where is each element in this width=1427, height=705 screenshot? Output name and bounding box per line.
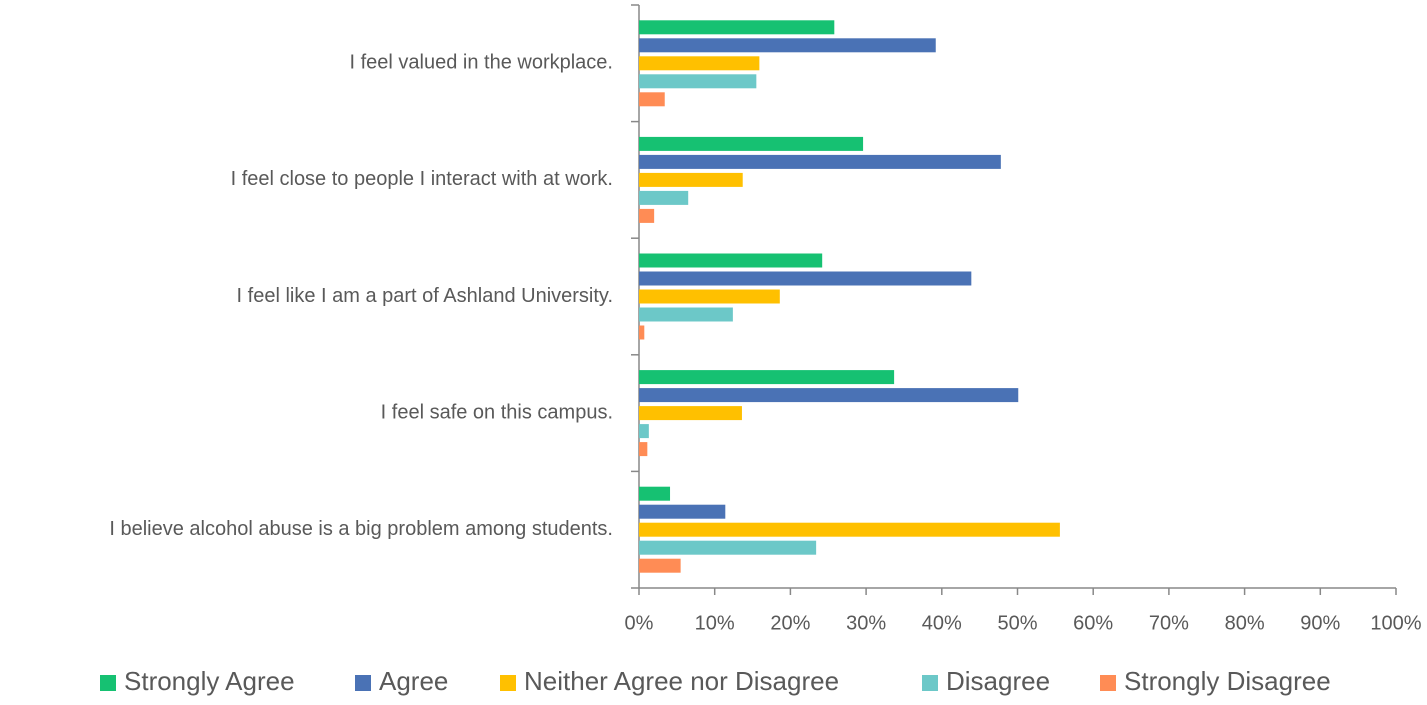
x-tick-label: 70% — [1149, 612, 1189, 634]
y-tick-label: I feel like I am a part of Ashland Unive… — [237, 285, 613, 307]
bar — [639, 172, 743, 187]
bar — [639, 504, 726, 519]
bar — [639, 486, 671, 501]
bar — [639, 74, 757, 89]
bar — [639, 558, 681, 573]
bar — [639, 442, 648, 457]
bar — [639, 56, 760, 71]
x-tick-label: 30% — [846, 612, 886, 634]
bar — [639, 20, 835, 35]
bar — [639, 540, 817, 555]
y-tick-label: I feel close to people I interact with a… — [231, 168, 613, 190]
bar — [639, 208, 655, 223]
legend-swatch — [500, 675, 516, 691]
legend-label: Strongly Disagree — [1124, 666, 1331, 696]
bar — [639, 38, 936, 53]
x-tick-label: 50% — [997, 612, 1037, 634]
x-tick-label: 90% — [1300, 612, 1340, 634]
x-tick-label: 60% — [1073, 612, 1113, 634]
legend-swatch — [922, 675, 938, 691]
bar — [639, 325, 645, 340]
x-tick-label: 20% — [770, 612, 810, 634]
bar — [639, 388, 1019, 403]
bar — [639, 307, 733, 322]
bar — [639, 271, 972, 286]
bar — [639, 190, 689, 205]
bar — [639, 522, 1060, 537]
bar — [639, 154, 1001, 169]
x-tick-label: 0% — [625, 612, 654, 634]
y-tick-label: I feel valued in the workplace. — [350, 52, 614, 74]
y-tick-label: I feel safe on this campus. — [381, 401, 613, 423]
x-tick-label: 80% — [1225, 612, 1265, 634]
bar — [639, 406, 742, 421]
bar — [639, 424, 649, 439]
x-tick-label: 100% — [1370, 612, 1421, 634]
legend-swatch — [355, 675, 371, 691]
legend-swatch — [1100, 675, 1116, 691]
bar — [639, 136, 864, 151]
x-tick-label: 40% — [922, 612, 962, 634]
legend-label: Strongly Agree — [124, 666, 295, 696]
x-tick-label: 10% — [695, 612, 735, 634]
bar — [639, 289, 780, 304]
y-tick-label: I believe alcohol abuse is a big problem… — [109, 518, 613, 540]
legend-label: Disagree — [946, 666, 1050, 696]
legend-swatch — [100, 675, 116, 691]
bar — [639, 92, 665, 107]
legend-label: Neither Agree nor Disagree — [524, 666, 839, 696]
bar — [639, 253, 823, 268]
legend-label: Agree — [379, 666, 448, 696]
bar — [639, 370, 895, 385]
